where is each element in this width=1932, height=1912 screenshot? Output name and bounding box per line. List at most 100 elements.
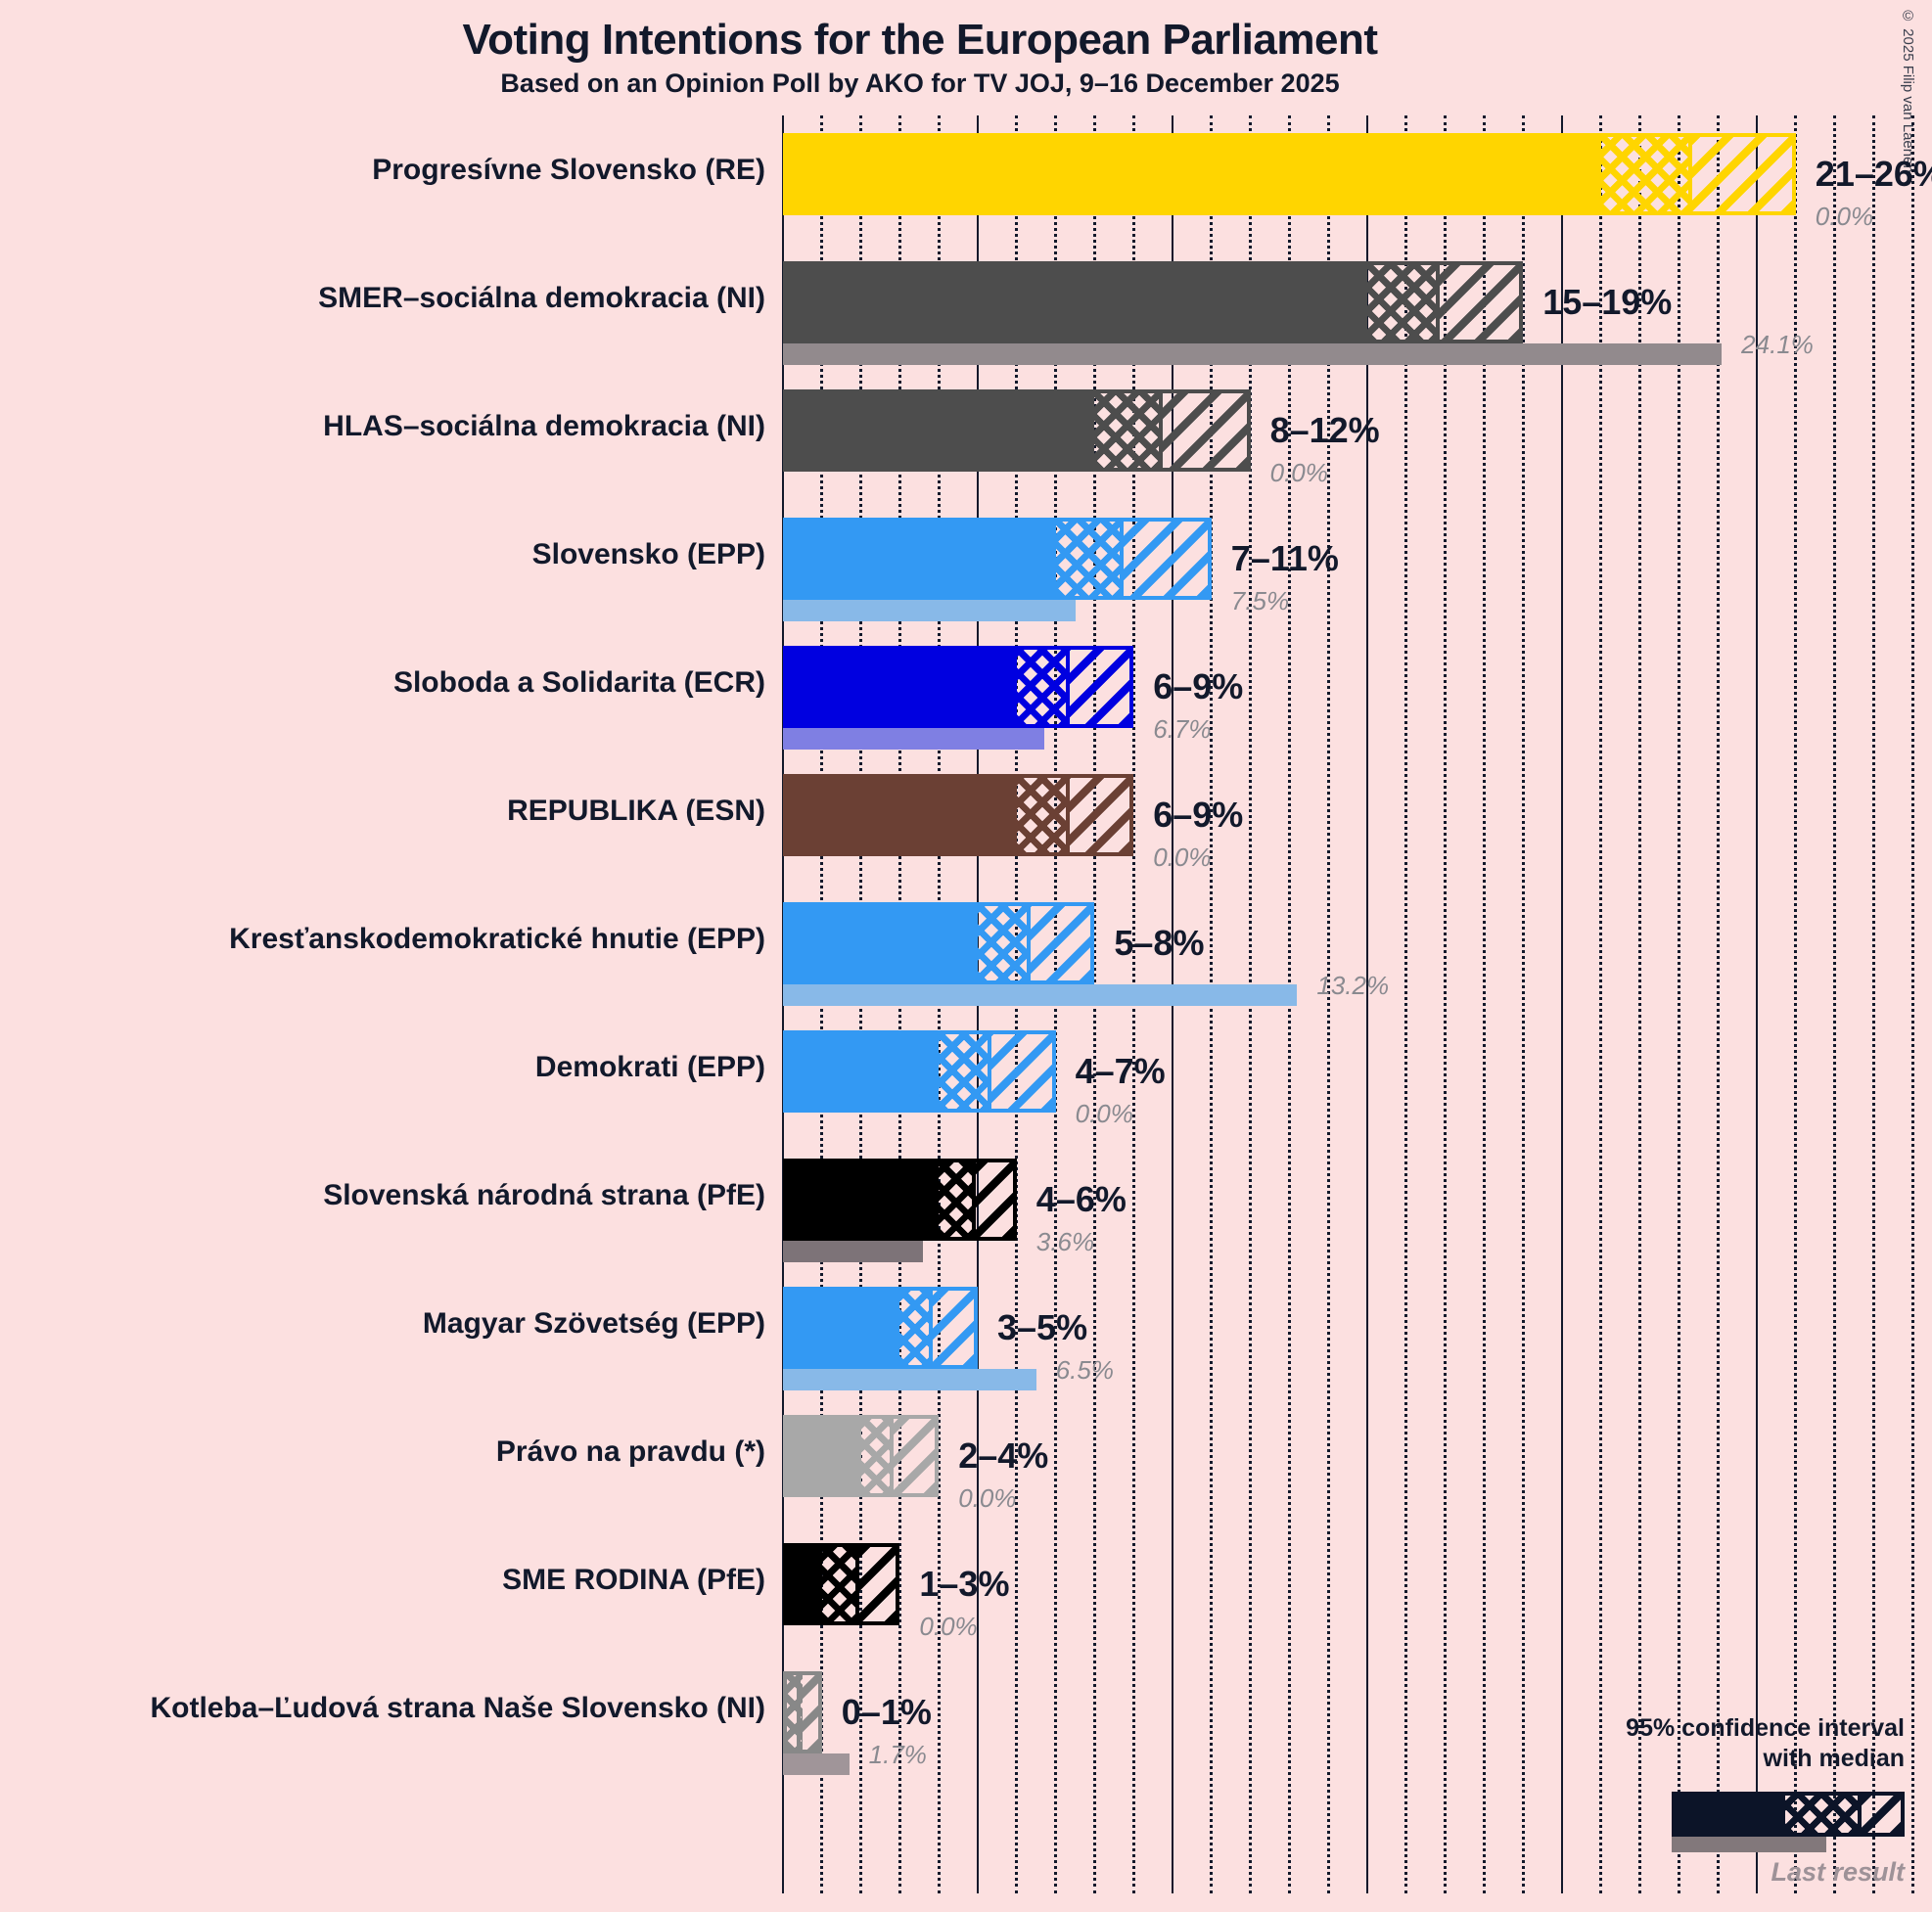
last-result-value-label: 13.2%	[1316, 971, 1390, 1000]
legend-solid-segment	[1676, 1796, 1785, 1833]
ci-crosshatch-segment	[978, 906, 1029, 980]
gridline-major	[1366, 115, 1368, 1893]
ci-solid-segment	[787, 393, 1095, 468]
last-result-value-label: 0.0%	[958, 1483, 1017, 1513]
range-value-label: 0–1%	[841, 1692, 932, 1732]
last-result-bar	[783, 984, 1298, 1006]
ci-diagonal-segment	[858, 1547, 897, 1621]
ci-crosshatch-segment	[1600, 137, 1691, 211]
last-result-bar	[783, 600, 1076, 621]
median-marker	[796, 1675, 801, 1750]
ci-solid-segment	[787, 1162, 940, 1237]
confidence-interval-bar	[783, 389, 1251, 472]
ci-crosshatch-segment	[1016, 778, 1068, 852]
gridline-minor	[1638, 115, 1642, 1893]
ci-solid-segment	[787, 906, 978, 980]
party-label: Slovensko (EPP)	[531, 538, 765, 570]
gridline-minor	[1833, 115, 1837, 1893]
confidence-interval-bar	[783, 1543, 900, 1625]
ci-crosshatch-segment	[821, 1547, 857, 1621]
ci-diagonal-segment	[933, 1291, 974, 1365]
gridline-minor	[1404, 115, 1408, 1893]
party-label: Magyar Szövetség (EPP)	[422, 1307, 765, 1340]
ci-crosshatch-segment	[860, 1419, 893, 1493]
ci-crosshatch-segment	[1016, 650, 1068, 724]
ci-diagonal-segment	[990, 1034, 1052, 1109]
last-result-bar	[783, 1753, 850, 1775]
confidence-interval-bar	[783, 261, 1524, 343]
ci-solid-segment	[787, 778, 1017, 852]
confidence-interval-bar	[783, 518, 1212, 600]
last-result-value-label: 7.5%	[1230, 586, 1290, 615]
party-label: HLAS–sociálna demokracia (NI)	[323, 410, 765, 442]
ci-crosshatch-segment	[1055, 522, 1123, 596]
legend-title: 95% confidence interval with median	[1626, 1713, 1905, 1775]
gridline-minor	[1326, 115, 1330, 1893]
confidence-interval-bar	[783, 774, 1134, 856]
range-value-label: 21–26%	[1815, 154, 1932, 194]
last-result-value-label: 24.1%	[1741, 330, 1814, 359]
legend-last-result-swatch	[1672, 1835, 1826, 1852]
ci-diagonal-segment	[976, 1162, 1013, 1237]
gridline-minor	[1794, 115, 1798, 1893]
last-result-value-label: 6.7%	[1153, 714, 1212, 744]
confidence-interval-bar	[783, 1287, 978, 1369]
median-marker	[1435, 265, 1440, 340]
ci-crosshatch-segment	[1367, 265, 1438, 340]
ci-crosshatch-segment	[939, 1162, 974, 1237]
ci-solid-segment	[787, 1034, 940, 1109]
party-label: REPUBLIKA (ESN)	[507, 795, 765, 827]
median-marker	[1026, 906, 1031, 980]
ci-diagonal-segment	[1030, 906, 1091, 980]
median-marker	[1120, 522, 1125, 596]
gridline-minor	[1871, 115, 1875, 1893]
legend-median-marker	[1858, 1796, 1862, 1833]
confidence-interval-bar	[783, 133, 1796, 215]
ci-solid-segment	[787, 137, 1601, 211]
median-marker	[854, 1547, 859, 1621]
chart-subtitle: Based on an Opinion Poll by AKO for TV J…	[500, 68, 1340, 98]
last-result-value-label: 3.6%	[1035, 1227, 1095, 1256]
ci-diagonal-segment	[1069, 650, 1130, 724]
ci-diagonal-segment	[800, 1675, 818, 1750]
median-marker	[929, 1291, 934, 1365]
ci-diagonal-segment	[1124, 522, 1208, 596]
median-marker	[972, 1162, 977, 1237]
gridline-minor	[1910, 115, 1914, 1893]
ci-crosshatch-segment	[899, 1291, 932, 1365]
legend-last-result-label: Last result	[1771, 1857, 1905, 1887]
party-label: SME RODINA (PfE)	[502, 1564, 765, 1596]
median-marker	[1065, 778, 1070, 852]
legend-crosshatch-segment	[1785, 1796, 1858, 1833]
ci-solid-segment	[787, 650, 1017, 724]
confidence-interval-bar	[783, 1030, 1056, 1113]
chart-title: Voting Intentions for the European Parli…	[462, 16, 1378, 64]
range-value-label: 1–3%	[919, 1564, 1010, 1604]
median-marker	[890, 1419, 895, 1493]
last-result-bar	[783, 1241, 924, 1262]
range-value-label: 6–9%	[1153, 666, 1244, 706]
range-value-label: 15–19%	[1542, 282, 1673, 322]
confidence-interval-bar	[783, 1671, 822, 1753]
confidence-interval-bar	[783, 902, 1095, 984]
ci-solid-segment	[787, 522, 1056, 596]
party-label: Právo na pravdu (*)	[495, 1435, 765, 1468]
range-value-label: 6–9%	[1153, 795, 1244, 835]
legend-diagonal-segment	[1862, 1796, 1901, 1833]
median-marker	[1159, 393, 1164, 468]
party-label: Progresívne Slovensko (RE)	[372, 154, 765, 186]
party-label: SMER–sociálna demokracia (NI)	[318, 282, 765, 314]
range-value-label: 4–6%	[1035, 1179, 1127, 1219]
range-value-label: 4–7%	[1075, 1051, 1166, 1091]
ci-solid-segment	[787, 265, 1367, 340]
legend-line-2: with median	[1763, 1745, 1905, 1773]
gridline-minor	[1677, 115, 1680, 1893]
party-label: Slovenská národná strana (PfE)	[323, 1179, 765, 1211]
ci-diagonal-segment	[1163, 393, 1247, 468]
ci-diagonal-segment	[1069, 778, 1130, 852]
ci-solid-segment	[787, 1291, 900, 1365]
median-marker	[987, 1034, 991, 1109]
range-value-label: 7–11%	[1230, 538, 1339, 578]
ci-diagonal-segment	[1439, 265, 1520, 340]
